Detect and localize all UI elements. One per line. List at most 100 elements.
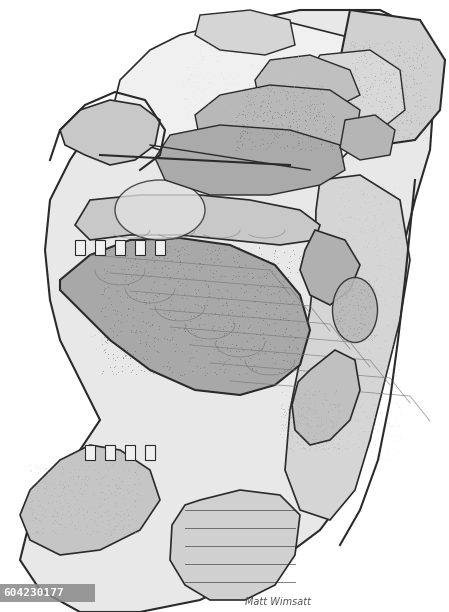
Point: [127, 324, 134, 334]
Point: [373, 115, 380, 125]
Point: [163, 334, 171, 344]
Point: [197, 244, 204, 254]
Point: [75, 473, 82, 483]
Point: [295, 353, 302, 363]
Point: [357, 313, 364, 323]
Point: [357, 302, 365, 312]
Point: [110, 259, 117, 269]
Point: [248, 84, 255, 94]
Point: [164, 296, 171, 305]
Point: [287, 430, 295, 440]
Point: [196, 77, 203, 87]
Point: [267, 59, 274, 69]
Point: [284, 442, 291, 452]
Point: [357, 444, 364, 454]
Point: [290, 103, 297, 113]
Point: [298, 443, 305, 453]
Point: [378, 337, 385, 347]
Point: [265, 78, 273, 88]
Point: [352, 119, 359, 129]
Point: [249, 114, 256, 124]
Point: [340, 259, 347, 269]
Point: [141, 354, 148, 364]
Point: [335, 281, 342, 291]
Point: [313, 91, 320, 101]
Point: [311, 102, 318, 112]
Polygon shape: [95, 240, 105, 255]
PathPatch shape: [60, 238, 310, 395]
Point: [228, 330, 235, 340]
Point: [365, 356, 372, 366]
Point: [365, 427, 372, 436]
Point: [123, 253, 130, 263]
Point: [230, 319, 237, 329]
Point: [370, 263, 377, 272]
Point: [397, 116, 404, 125]
Point: [352, 312, 359, 322]
Point: [301, 144, 308, 154]
Point: [143, 337, 150, 346]
Point: [380, 377, 387, 387]
Point: [377, 289, 384, 299]
Point: [339, 301, 346, 311]
Point: [372, 330, 379, 340]
Point: [293, 395, 300, 405]
Point: [294, 416, 301, 425]
Point: [32, 527, 39, 537]
Point: [362, 89, 370, 99]
Point: [277, 53, 285, 63]
Point: [374, 124, 382, 133]
Point: [216, 329, 223, 338]
Point: [132, 479, 139, 488]
Point: [255, 303, 262, 313]
Point: [335, 307, 342, 317]
Point: [264, 319, 271, 329]
Point: [104, 465, 111, 475]
Point: [329, 417, 336, 427]
Point: [293, 119, 300, 129]
Point: [91, 465, 98, 475]
Point: [366, 296, 374, 305]
Point: [132, 310, 140, 320]
Point: [296, 64, 303, 74]
Point: [358, 268, 365, 278]
Point: [319, 118, 326, 128]
Point: [421, 103, 428, 113]
Point: [226, 308, 233, 318]
Point: [301, 444, 308, 453]
Point: [241, 280, 248, 289]
Point: [93, 520, 101, 530]
Point: [341, 292, 348, 302]
Point: [422, 58, 429, 68]
Point: [302, 390, 309, 400]
Point: [250, 264, 257, 274]
Point: [363, 374, 370, 384]
Point: [228, 74, 235, 84]
Point: [122, 271, 129, 281]
PathPatch shape: [170, 490, 300, 600]
Point: [300, 89, 307, 99]
Point: [331, 442, 338, 452]
Point: [83, 464, 90, 474]
Point: [366, 40, 373, 50]
Point: [355, 390, 362, 400]
Point: [362, 316, 369, 326]
Point: [124, 520, 132, 530]
Point: [173, 306, 180, 316]
Point: [341, 288, 348, 297]
Point: [277, 112, 284, 122]
Point: [137, 277, 145, 287]
Point: [222, 298, 229, 308]
Point: [119, 353, 126, 363]
Point: [176, 45, 184, 54]
Point: [380, 245, 387, 255]
Point: [259, 134, 266, 144]
Point: [171, 346, 178, 356]
Point: [286, 267, 294, 277]
Point: [363, 302, 370, 312]
Point: [290, 415, 297, 425]
Point: [144, 267, 151, 277]
Point: [349, 68, 357, 78]
Point: [295, 429, 302, 439]
Point: [372, 109, 379, 119]
